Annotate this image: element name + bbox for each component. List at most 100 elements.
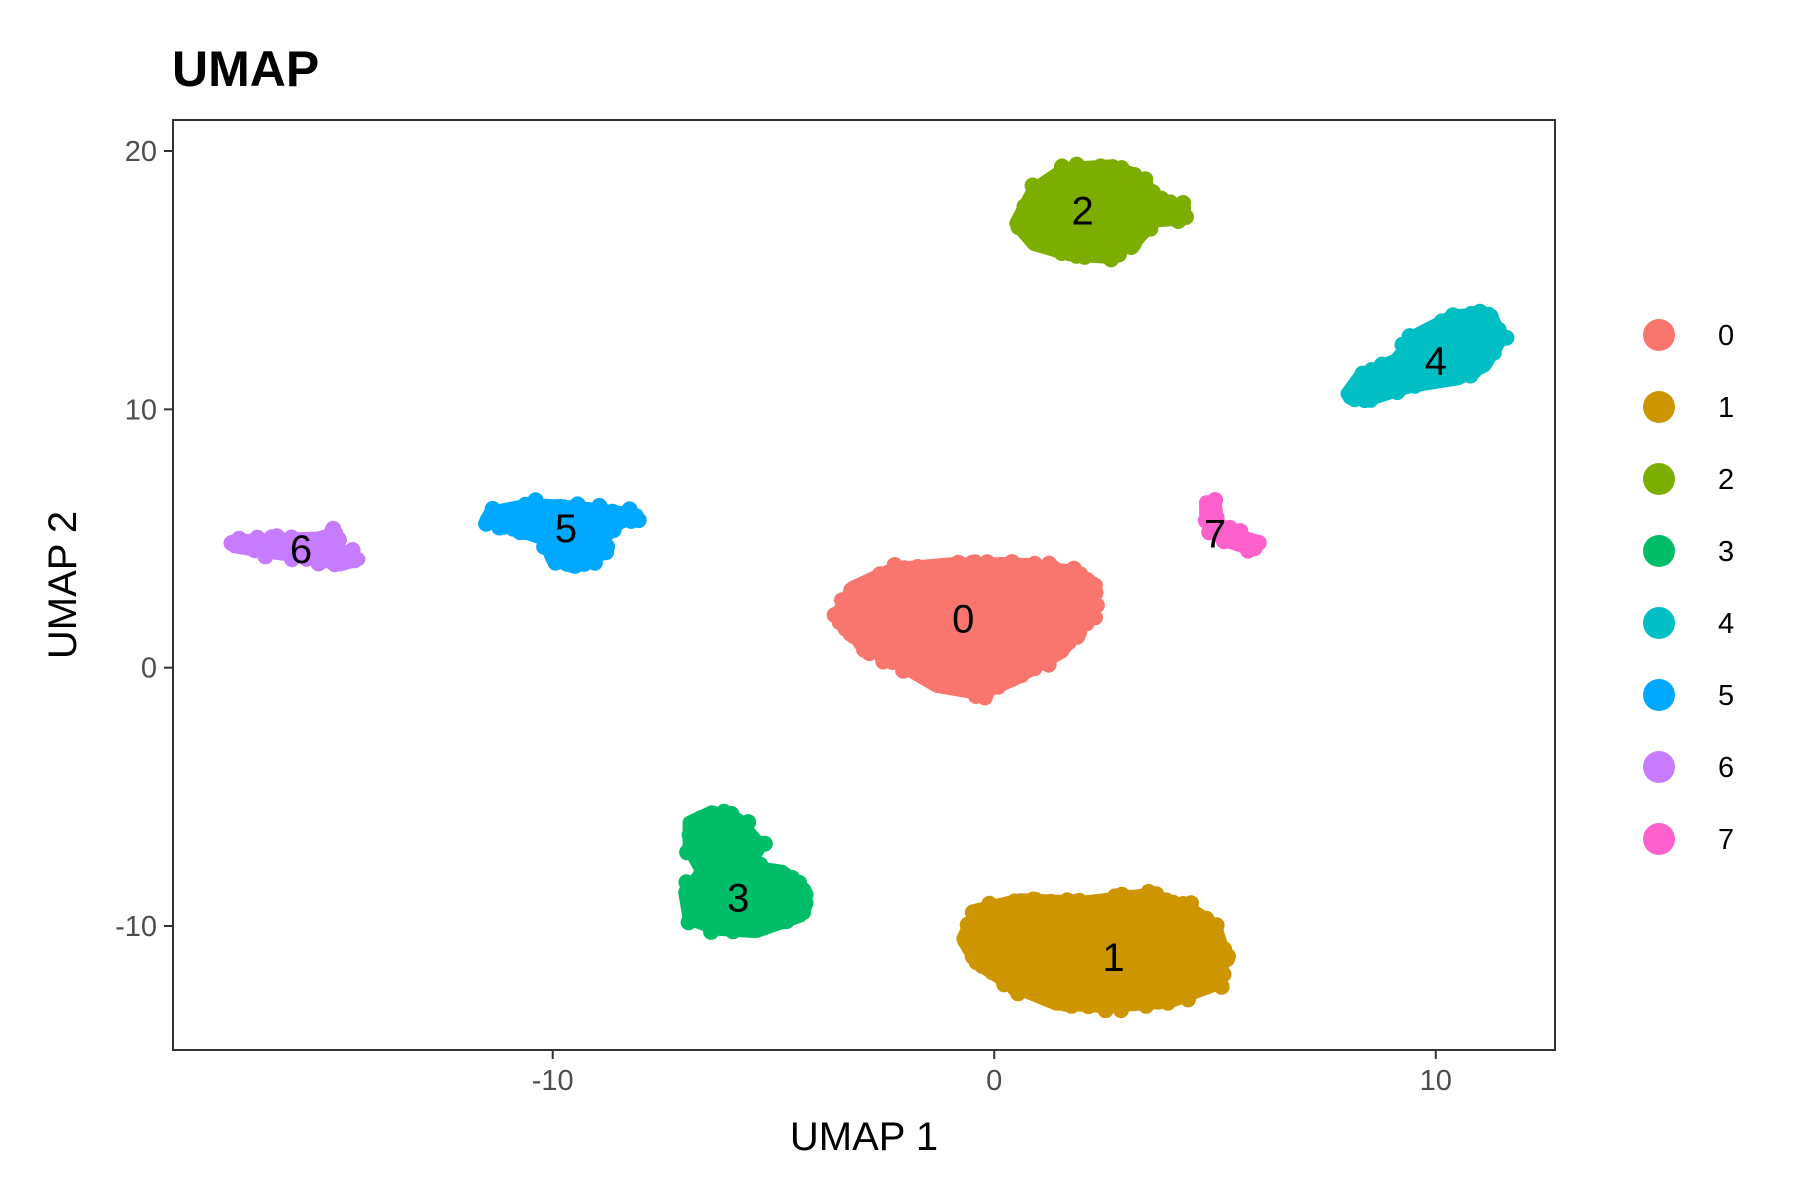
legend-label: 6 [1718,752,1734,784]
legend-swatch [1643,391,1675,423]
cluster-label-7: 7 [1204,512,1226,556]
cluster-3-point [692,867,709,884]
cluster-3 [678,803,814,940]
cluster-3-point [756,835,773,852]
legend-item-0: 0 [1643,319,1734,352]
cluster-1-point [1126,995,1143,1011]
legend-label: 3 [1718,536,1734,568]
cluster-2-point [1170,213,1187,229]
cluster-3-point [795,904,811,921]
cluster-3-point [744,840,761,857]
cluster-2-point [1137,171,1154,188]
cluster-0-point [909,559,926,575]
y-tick-label: 0 [141,653,157,685]
cluster-label-2: 2 [1071,189,1093,233]
cluster-label-1: 1 [1102,936,1124,980]
legend-swatch [1643,607,1675,639]
cluster-5-point [485,510,502,526]
cluster-2-point [1123,239,1140,256]
cluster-2-point [1175,195,1192,211]
cluster-7 [1197,492,1267,559]
cluster-5-point [527,495,544,512]
cluster-0-point [908,660,925,677]
cluster-1-point [1150,993,1167,1010]
legend-item-7: 7 [1643,823,1734,856]
cluster-2-point [1146,207,1163,224]
cluster-2-point [1092,158,1109,175]
cluster-3-point [680,914,697,931]
cluster-4-point [1439,368,1456,385]
legend-label: 0 [1718,320,1734,352]
cluster-1-point [1027,892,1044,908]
cluster-3-point [791,874,807,891]
cluster-3-point [678,874,695,891]
y-tick-label: 10 [125,394,157,426]
cluster-2-point [1017,218,1034,235]
cluster-0-point [875,567,892,584]
cluster-2-point [1023,230,1039,247]
legend-item-5: 5 [1643,679,1734,712]
cluster-6-point [310,555,327,572]
y-axis: -10 0 10 20 [115,136,173,943]
legend-label: 4 [1718,608,1734,640]
cluster-6-point [344,549,361,566]
cluster-6-point [298,550,315,567]
cluster-3-point [761,863,778,880]
legend-label: 5 [1718,680,1734,712]
legend-label: 2 [1718,464,1734,496]
legend-swatch [1643,679,1675,711]
cluster-1-point [1205,930,1222,947]
cluster-3-point [681,826,698,843]
scatter-points [223,156,1515,1019]
cluster-5-point [591,497,608,514]
cluster-5 [478,492,647,574]
cluster-4-point [1462,367,1479,384]
cluster-1-point [1071,892,1088,909]
x-axis: -10 0 10 [532,1050,1452,1097]
cluster-1-point [1180,991,1197,1008]
cluster-4-point [1396,349,1413,366]
cluster-2-point [1162,194,1179,211]
cluster-1-point [1215,966,1232,983]
cluster-1 [956,883,1236,1019]
cluster-0-point [934,558,950,574]
cluster-4-point [1346,391,1363,408]
cluster-6 [223,520,366,573]
legend-swatch [1643,319,1675,351]
cluster-1-point [1208,917,1225,934]
cluster-0-point [1040,656,1057,673]
legend-label: 7 [1718,824,1734,856]
cluster-1-point [1010,894,1027,911]
cluster-4-point [1420,373,1437,390]
cluster-2-point [1092,244,1109,261]
cluster-6-point [268,528,285,545]
cluster-7-point [1207,492,1224,508]
cluster-5-point [555,499,572,516]
cluster-2 [1009,156,1194,268]
cluster-0-point [831,614,848,631]
legend-item-1: 1 [1643,391,1734,424]
legend-swatch [1643,823,1675,855]
cluster-1-point [964,904,981,921]
x-tick-label: -10 [532,1065,574,1097]
cluster-0-point [1026,555,1043,572]
cluster-3-point [693,911,710,928]
cluster-5-point [547,554,564,571]
cluster-6-point [269,543,286,560]
cluster-label-0: 0 [952,598,974,642]
cluster-0-point [958,680,974,697]
cluster-0-point [1003,554,1020,571]
cluster-2-point [1135,222,1152,239]
x-axis-title: UMAP 1 [790,1115,938,1159]
cluster-3-point [703,923,720,940]
cluster-1-point [1094,896,1111,913]
cluster-1-point [1113,1002,1129,1019]
cluster-1-point [1213,978,1230,995]
cluster-0-point [843,582,860,599]
cluster-4 [1340,303,1515,409]
cluster-0-point [1013,667,1030,684]
legend-item-4: 4 [1643,607,1734,640]
cluster-1-point [961,940,978,956]
cluster-3-point [756,916,773,933]
cluster-label-4: 4 [1425,339,1447,383]
